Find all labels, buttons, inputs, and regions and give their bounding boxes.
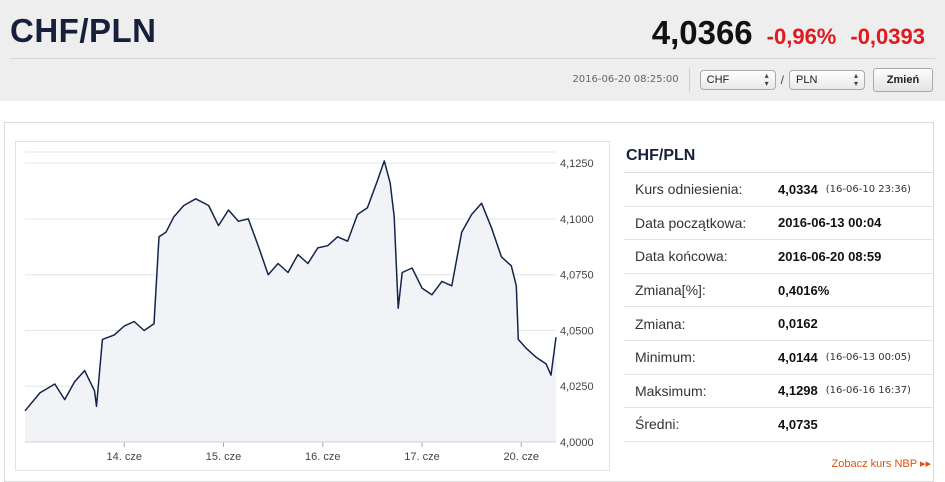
stats-row: Kurs odniesienia: 4,0334 (16-06-10 23:36) bbox=[624, 173, 934, 207]
from-currency-value: CHF bbox=[706, 74, 730, 86]
stat-value: 4,0334 bbox=[778, 181, 818, 197]
current-rate: 4,0366 bbox=[651, 14, 753, 51]
stats-row: Data początkowa: 2016-06-13 00:04 bbox=[624, 207, 934, 241]
stat-timestamp: (16-06-16 16:37) bbox=[825, 385, 911, 397]
x-tick-label: 16. cze bbox=[305, 451, 340, 463]
change-absolute: -0,0393 bbox=[850, 24, 925, 49]
updown-arrows-icon: ▴ ▾ bbox=[853, 71, 858, 88]
stats-row: Zmiana[%]: 0,4016% bbox=[624, 274, 934, 308]
stat-value: 4,0144 bbox=[778, 349, 818, 365]
x-tick-label: 17. cze bbox=[404, 451, 439, 463]
stat-label: Minimum: bbox=[635, 349, 696, 366]
stats-title: CHF/PLN bbox=[626, 147, 696, 164]
stat-value: 0,4016% bbox=[778, 282, 830, 298]
header-bar: CHF/PLN 4,0366 -0,96% -0,0393 2016-06-20… bbox=[0, 0, 945, 101]
y-tick-label: 4,0000 bbox=[560, 437, 594, 449]
x-tick-label: 15. cze bbox=[206, 451, 241, 463]
stats-table: Kurs odniesienia: 4,0334 (16-06-10 23:36) … bbox=[624, 173, 934, 442]
stats-row: Zmiana: 0,0162 bbox=[624, 307, 934, 341]
nbp-link-text: Zobacz kurs NBP bbox=[831, 458, 917, 470]
to-currency-value: PLN bbox=[796, 74, 818, 86]
stat-label: Średni: bbox=[635, 416, 680, 433]
header-divider bbox=[10, 58, 935, 59]
price-area bbox=[25, 160, 556, 442]
quote-timestamp: 2016-06-20 08:25:00 bbox=[572, 68, 690, 92]
stats-row: Maksimum: 4,1298 (16-06-16 16:37) bbox=[624, 375, 934, 409]
y-tick-label: 4,1250 bbox=[560, 158, 594, 170]
y-tick-label: 4,1000 bbox=[560, 214, 594, 226]
from-currency-select[interactable]: CHF ▴ ▾ bbox=[699, 70, 776, 90]
double-arrow-icon: ▸▸ bbox=[919, 458, 931, 470]
stat-value: 4,1298 bbox=[778, 383, 818, 399]
stat-value: 4,0735 bbox=[778, 416, 818, 432]
price-chart-svg: 4,1250 4,1000 4,0750 4,0500 4,0250 4,0000 14. … bbox=[24, 151, 594, 463]
page-title: CHF/PLN bbox=[10, 12, 157, 49]
y-tick-label: 4,0750 bbox=[560, 270, 594, 282]
to-currency-select[interactable]: PLN ▴ ▾ bbox=[789, 70, 865, 90]
stat-value: 0,0162 bbox=[778, 316, 818, 332]
y-tick-label: 4,0250 bbox=[560, 381, 594, 393]
updown-arrows-icon: ▴ ▾ bbox=[764, 71, 769, 88]
x-tick-label: 20. cze bbox=[504, 451, 539, 463]
stat-label: Zmiana[%]: bbox=[635, 282, 706, 299]
stat-timestamp: (16-06-10 23:36) bbox=[825, 183, 911, 195]
price-chart[interactable]: 4,1250 4,1000 4,0750 4,0500 4,0250 4,0000 14. … bbox=[15, 141, 610, 471]
stat-label: Maksimum: bbox=[635, 382, 707, 399]
swap-button[interactable]: Zmień bbox=[873, 68, 933, 92]
rate-summary: 4,0366 -0,96% -0,0393 bbox=[652, 14, 925, 52]
currency-separator: / bbox=[780, 73, 784, 87]
stat-label: Data początkowa: bbox=[635, 214, 747, 231]
price-line bbox=[24, 160, 557, 412]
stat-value: 2016-06-13 00:04 bbox=[778, 215, 882, 231]
x-tick-label: 14. cze bbox=[107, 451, 142, 463]
stats-divider bbox=[624, 172, 934, 173]
nbp-rate-link[interactable]: Zobacz kurs NBP ▸▸ bbox=[832, 457, 932, 470]
stats-row: Średni: 4,0735 bbox=[624, 408, 934, 442]
stat-label: Kurs odniesienia: bbox=[635, 181, 743, 198]
y-tick-label: 4,0500 bbox=[560, 325, 594, 337]
stat-value: 2016-06-20 08:59 bbox=[778, 248, 882, 264]
stats-row: Data końcowa: 2016-06-20 08:59 bbox=[624, 240, 934, 274]
currency-controls: 2016-06-20 08:25:00 CHF ▴ ▾ / PLN ▴ ▾ Zmie… bbox=[572, 67, 933, 93]
stats-row: Minimum: 4,0144 (16-06-13 00:05) bbox=[624, 341, 934, 375]
stat-timestamp: (16-06-13 00:05) bbox=[825, 351, 911, 363]
stat-label: Zmiana: bbox=[635, 315, 686, 332]
change-percent: -0,96% bbox=[766, 24, 837, 49]
stat-label: Data końcowa: bbox=[635, 248, 728, 265]
